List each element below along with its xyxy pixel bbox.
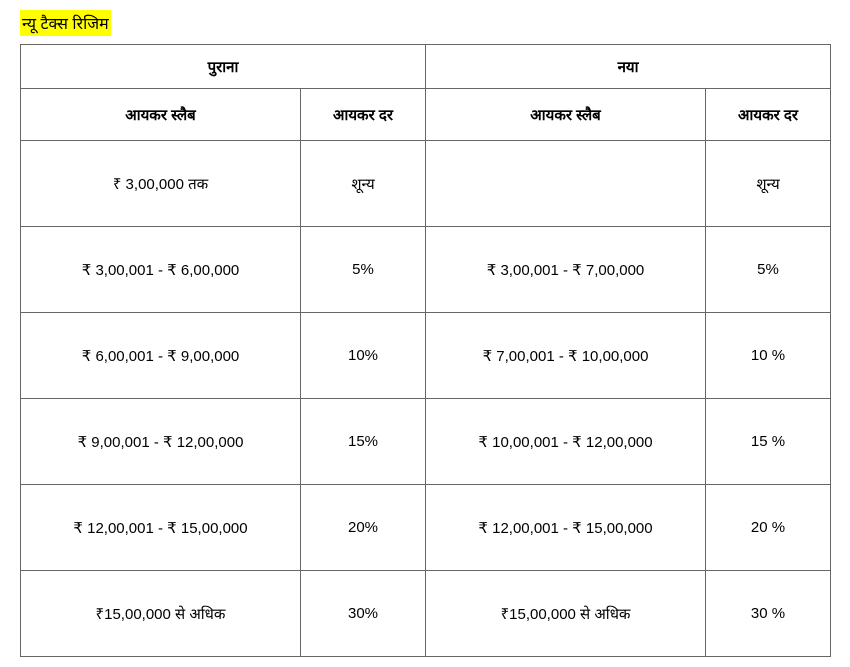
header-new: नया bbox=[426, 45, 831, 89]
table-row: ₹ 12,00,001 - ₹ 15,00,000 20% ₹ 12,00,00… bbox=[21, 485, 831, 571]
cell-new-rate: शून्य bbox=[706, 141, 831, 227]
page-title: न्यू टैक्स रिजिम bbox=[20, 10, 111, 36]
cell-new-slab: ₹ 12,00,001 - ₹ 15,00,000 bbox=[426, 485, 706, 571]
cell-old-rate: 15% bbox=[301, 399, 426, 485]
table-top-header-row: पुराना नया bbox=[21, 45, 831, 89]
table-row: ₹ 6,00,001 - ₹ 9,00,000 10% ₹ 7,00,001 -… bbox=[21, 313, 831, 399]
cell-new-slab: ₹ 7,00,001 - ₹ 10,00,000 bbox=[426, 313, 706, 399]
cell-new-rate: 30 % bbox=[706, 571, 831, 657]
cell-old-slab: ₹ 9,00,001 - ₹ 12,00,000 bbox=[21, 399, 301, 485]
cell-old-slab: ₹ 3,00,000 तक bbox=[21, 141, 301, 227]
cell-new-slab: ₹ 3,00,001 - ₹ 7,00,000 bbox=[426, 227, 706, 313]
cell-old-slab: ₹15,00,000 से अधिक bbox=[21, 571, 301, 657]
cell-old-rate: शून्य bbox=[301, 141, 426, 227]
cell-old-rate: 5% bbox=[301, 227, 426, 313]
table-sub-header-row: आयकर स्लैब आयकर दर आयकर स्लैब आयकर दर bbox=[21, 89, 831, 141]
cell-new-rate: 10 % bbox=[706, 313, 831, 399]
cell-new-rate: 5% bbox=[706, 227, 831, 313]
cell-new-slab: ₹ 10,00,001 - ₹ 12,00,000 bbox=[426, 399, 706, 485]
subheader-old-slab: आयकर स्लैब bbox=[21, 89, 301, 141]
header-old: पुराना bbox=[21, 45, 426, 89]
subheader-old-rate: आयकर दर bbox=[301, 89, 426, 141]
table-row: ₹ 3,00,001 - ₹ 6,00,000 5% ₹ 3,00,001 - … bbox=[21, 227, 831, 313]
cell-old-rate: 20% bbox=[301, 485, 426, 571]
cell-old-slab: ₹ 6,00,001 - ₹ 9,00,000 bbox=[21, 313, 301, 399]
cell-old-slab: ₹ 3,00,001 - ₹ 6,00,000 bbox=[21, 227, 301, 313]
cell-new-slab bbox=[426, 141, 706, 227]
subheader-new-slab: आयकर स्लैब bbox=[426, 89, 706, 141]
tax-table: पुराना नया आयकर स्लैब आयकर दर आयकर स्लैब… bbox=[20, 44, 831, 657]
table-row: ₹ 3,00,000 तक शून्य शून्य bbox=[21, 141, 831, 227]
table-row: ₹15,00,000 से अधिक 30% ₹15,00,000 से अधि… bbox=[21, 571, 831, 657]
cell-old-slab: ₹ 12,00,001 - ₹ 15,00,000 bbox=[21, 485, 301, 571]
cell-new-rate: 20 % bbox=[706, 485, 831, 571]
subheader-new-rate: आयकर दर bbox=[706, 89, 831, 141]
table-row: ₹ 9,00,001 - ₹ 12,00,000 15% ₹ 10,00,001… bbox=[21, 399, 831, 485]
cell-old-rate: 10% bbox=[301, 313, 426, 399]
cell-new-rate: 15 % bbox=[706, 399, 831, 485]
cell-old-rate: 30% bbox=[301, 571, 426, 657]
cell-new-slab: ₹15,00,000 से अधिक bbox=[426, 571, 706, 657]
